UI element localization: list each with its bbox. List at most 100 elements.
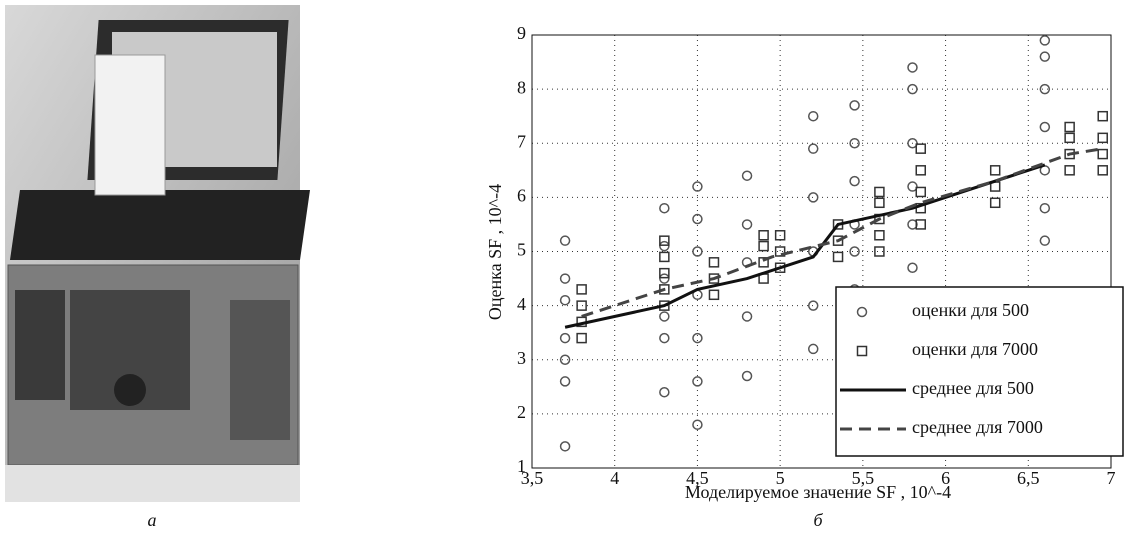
point: [1039, 83, 1051, 95]
point: [774, 230, 786, 241]
point: [741, 370, 753, 382]
point: [741, 170, 753, 181]
point: [807, 110, 819, 122]
y-tick-label: 9: [517, 23, 526, 43]
point: [692, 181, 703, 192]
panel-label: б: [813, 510, 823, 530]
point: [758, 240, 769, 252]
point: [849, 138, 860, 149]
point: [1039, 202, 1051, 214]
point: [1064, 165, 1075, 176]
point: [659, 267, 670, 279]
point: [559, 441, 571, 452]
point: [989, 197, 1001, 209]
x-tick-label: 5: [776, 468, 785, 488]
point: [1097, 148, 1108, 160]
legend-label: среднее для 7000: [912, 417, 1043, 437]
point: [758, 257, 769, 268]
point: [1039, 235, 1051, 246]
point: [849, 175, 860, 187]
mean-line: [581, 147, 1103, 318]
point: [659, 386, 670, 398]
mean-line: [564, 163, 1046, 329]
point: [915, 143, 927, 154]
point: [741, 219, 753, 230]
point: [874, 246, 885, 257]
point: [774, 246, 786, 257]
point: [708, 257, 720, 268]
point: [559, 235, 571, 246]
point: [692, 246, 703, 257]
point: [1097, 165, 1108, 176]
point: [559, 354, 571, 365]
point: [708, 289, 720, 301]
point: [832, 251, 844, 263]
point: [849, 246, 860, 257]
point: [849, 100, 860, 111]
point: [807, 300, 819, 311]
legend-label: оценки для 500: [912, 300, 1029, 320]
y-tick-label: 3: [517, 348, 526, 368]
x-tick-label: 4: [610, 468, 619, 488]
point: [559, 376, 571, 387]
point: [659, 332, 670, 344]
point: [907, 262, 918, 273]
point: [989, 165, 1001, 176]
point: [692, 419, 703, 430]
legend-label: среднее для 500: [912, 378, 1034, 398]
point: [659, 273, 670, 284]
point: [1039, 35, 1051, 46]
point: [659, 202, 670, 214]
point: [915, 186, 927, 198]
point: [874, 230, 885, 241]
point: [807, 343, 819, 355]
legend-marker: [856, 345, 868, 357]
point: [915, 165, 927, 176]
point: [1097, 110, 1108, 122]
point: [1097, 132, 1108, 144]
x-tick-label: 5,5: [852, 468, 875, 488]
point: [807, 192, 819, 203]
point: [692, 213, 703, 225]
x-tick-label: 7: [1107, 468, 1116, 488]
point: [576, 300, 587, 311]
point: [576, 332, 587, 344]
point: [1064, 132, 1075, 144]
point: [692, 332, 703, 344]
point: [559, 273, 571, 284]
point: [758, 230, 769, 241]
point: [807, 143, 819, 154]
point: [692, 376, 703, 387]
x-tick-label: 6,5: [1017, 468, 1040, 488]
point: [659, 235, 670, 246]
point: [659, 311, 670, 322]
x-tick-label: 3,5: [521, 468, 544, 488]
point: [874, 186, 885, 198]
y-tick-label: 5: [517, 240, 526, 260]
point: [832, 235, 844, 246]
point: [659, 240, 670, 252]
point: [874, 197, 885, 209]
y-tick-label: 4: [517, 294, 526, 314]
point: [741, 311, 753, 322]
y-tick-label: 1: [517, 456, 526, 476]
point: [1039, 121, 1051, 133]
point: [659, 251, 670, 263]
legend-marker: [856, 306, 868, 318]
y-tick-label: 8: [517, 77, 526, 97]
legend-label: оценки для 7000: [912, 339, 1038, 359]
photo: [5, 5, 310, 502]
plot-frame: [531, 34, 1112, 469]
point: [1039, 51, 1051, 62]
point: [907, 83, 918, 95]
point: [576, 284, 587, 295]
x-tick-label: 4,5: [686, 468, 709, 488]
point: [907, 62, 918, 73]
y-tick-label: 7: [517, 131, 526, 151]
y-axis-label: Оценка SF , 10^-4: [485, 184, 505, 320]
point: [559, 332, 571, 344]
point: [907, 138, 918, 149]
y-tick-label: 2: [517, 402, 526, 422]
y-tick-label: 6: [517, 186, 526, 206]
